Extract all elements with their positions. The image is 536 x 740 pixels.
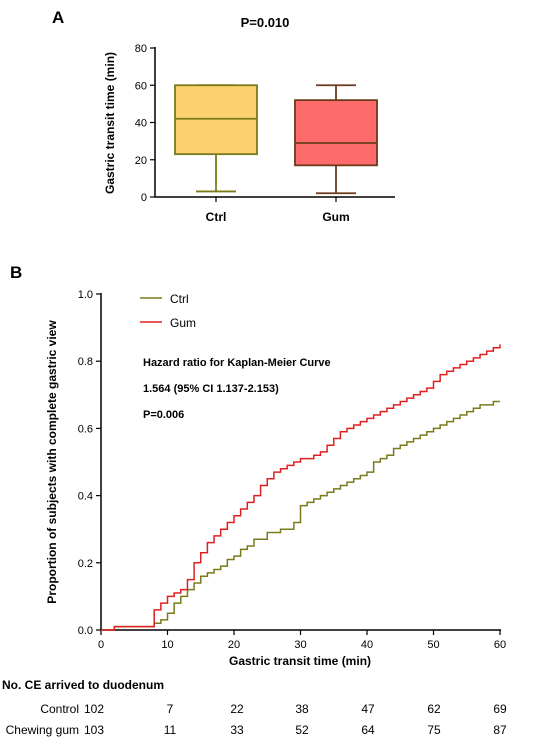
x-tick-label: Gum — [322, 210, 349, 224]
hazard-pvalue: P=0.006 — [143, 409, 184, 421]
table-row-label: Chewing gum — [6, 723, 79, 737]
table-row-total: 103 — [84, 723, 104, 737]
table-title: No. CE arrived to duodenum — [2, 678, 164, 692]
y-tick-label: 0.0 — [78, 625, 93, 637]
hazard-ratio: 1.564 (95% CI 1.137-2.153) — [143, 383, 279, 395]
panel-a-label: A — [52, 8, 64, 27]
x-tick-label: 50 — [427, 639, 439, 651]
panel-b-label: B — [10, 263, 22, 282]
y-tick-label: 0.6 — [78, 423, 93, 435]
hazard-title: Hazard ratio for Kaplan-Meier Curve — [143, 357, 331, 369]
y-tick-label: 60 — [135, 80, 147, 92]
table-cell: 69 — [493, 702, 507, 716]
x-tick-label: 10 — [161, 639, 173, 651]
table-cell: 87 — [493, 723, 507, 737]
y-tick-label: 0.4 — [78, 491, 93, 503]
y-tick-label: 40 — [135, 118, 147, 130]
x-tick-label: 20 — [228, 639, 240, 651]
legend-gum-label: Gum — [170, 316, 196, 330]
table-cell: 75 — [427, 723, 441, 737]
series-line-ctrl — [101, 400, 500, 631]
table-cell: 22 — [230, 702, 244, 716]
table-cell: 52 — [295, 723, 309, 737]
table-cell: 33 — [230, 723, 244, 737]
x-tick-label: 40 — [361, 639, 373, 651]
table-cell: 38 — [295, 702, 309, 716]
table-values: 7 22 38 47 62 69 11 33 52 64 75 87 — [164, 702, 507, 737]
panel-a-pvalue: P=0.010 — [241, 15, 290, 30]
series-line-gum — [101, 344, 501, 631]
box-gum — [294, 99, 378, 167]
x-tick-label: 30 — [294, 639, 306, 651]
panel-b-ylabel: Proportion of subjects with complete gas… — [45, 320, 59, 604]
y-tick-label: 20 — [135, 155, 147, 167]
x-tick-label: 60 — [494, 639, 506, 651]
x-tick-label: 0 — [98, 639, 104, 651]
panel-b-xlabel: Gastric transit time (min) — [229, 654, 371, 668]
table-cell: 64 — [361, 723, 375, 737]
y-tick-label: 0 — [141, 192, 147, 204]
table-cell: 11 — [164, 723, 177, 737]
y-tick-label: 0.2 — [78, 558, 93, 570]
table-row-total: 102 — [84, 702, 104, 716]
box-ctrl — [174, 84, 258, 156]
table-cell: 47 — [361, 702, 375, 716]
y-tick-label: 1.0 — [78, 289, 93, 301]
panel-b-km-curve: 0.0 0.2 0.4 0.6 0.8 1.0 0 10 20 30 40 50 60 — [78, 289, 506, 651]
table-cell: 62 — [427, 702, 441, 716]
x-tick-label: Ctrl — [206, 210, 227, 224]
panel-a-ylabel: Gastric transit time (min) — [103, 52, 117, 194]
panel-a-boxplot: 0 20 40 60 80 Ctrl Gum — [135, 43, 395, 224]
y-tick-label: 80 — [135, 43, 147, 55]
table-row-label: Control — [40, 702, 79, 716]
y-tick-label: 0.8 — [78, 356, 93, 368]
table-cell: 7 — [167, 702, 174, 716]
legend-ctrl-label: Ctrl — [170, 292, 189, 306]
